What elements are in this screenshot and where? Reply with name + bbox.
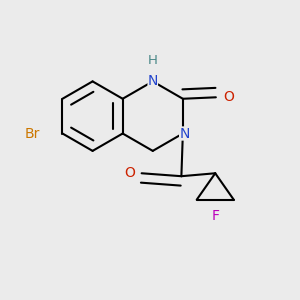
Text: Br: Br [25, 127, 40, 140]
Text: H: H [148, 54, 158, 67]
Text: F: F [211, 209, 219, 223]
Text: O: O [223, 90, 234, 104]
Text: N: N [148, 74, 158, 88]
Text: O: O [124, 166, 135, 180]
Text: N: N [179, 127, 190, 140]
